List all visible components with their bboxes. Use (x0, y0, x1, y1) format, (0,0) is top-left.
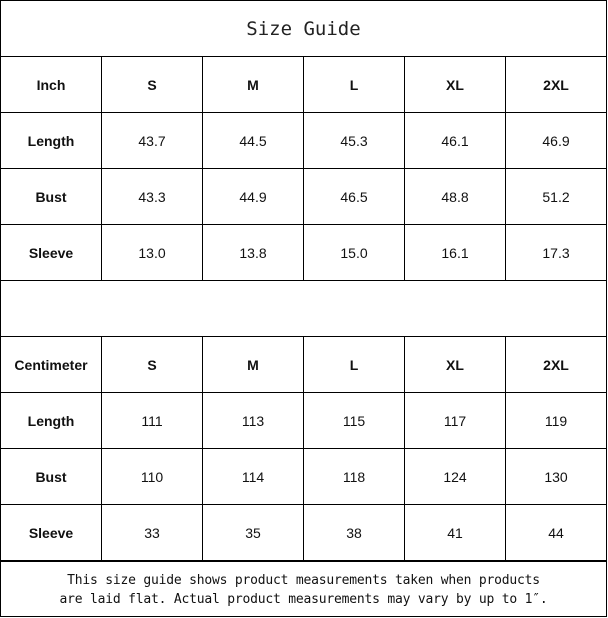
size-header: XL (404, 336, 506, 393)
note-line-1: This size guide shows product measuremen… (67, 573, 540, 588)
measurement-cell: 13.8 (202, 224, 304, 281)
table-row: Bust 43.3 44.9 46.5 48.8 51.2 (1, 168, 606, 225)
size-header: M (202, 56, 304, 113)
measurement-cell: 15.0 (303, 224, 405, 281)
measurement-cell: 117 (404, 392, 506, 449)
row-label: Sleeve (1, 504, 102, 561)
unit-header: Inch (1, 56, 102, 113)
row-label: Length (1, 112, 102, 169)
row-label: Length (1, 392, 102, 449)
note-line-2: are laid flat. Actual product measuremen… (59, 592, 548, 607)
measurement-cell: 33 (101, 504, 203, 561)
page-title: Size Guide (1, 1, 606, 57)
size-header: S (101, 56, 203, 113)
size-header: L (303, 56, 405, 113)
size-note: This size guide shows product measuremen… (1, 561, 606, 618)
measurement-cell: 130 (505, 448, 606, 505)
inch-table: Inch S M L XL 2XL Length 43.7 44.5 45.3 46.1 46.9 Bu… (1, 56, 606, 281)
measurement-cell: 35 (202, 504, 304, 561)
size-header: M (202, 336, 304, 393)
measurement-cell: 114 (202, 448, 304, 505)
measurement-cell: 48.8 (404, 168, 506, 225)
measurement-cell: 118 (303, 448, 405, 505)
size-header: 2XL (505, 336, 606, 393)
measurement-cell: 46.5 (303, 168, 405, 225)
measurement-cell: 41 (404, 504, 506, 561)
measurement-cell: 45.3 (303, 112, 405, 169)
measurement-cell: 43.7 (101, 112, 203, 169)
measurement-cell: 38 (303, 504, 405, 561)
measurement-cell: 115 (303, 392, 405, 449)
size-header: 2XL (505, 56, 606, 113)
measurement-cell: 111 (101, 392, 203, 449)
measurement-cell: 16.1 (404, 224, 506, 281)
measurement-cell: 110 (101, 448, 203, 505)
measurement-cell: 51.2 (505, 168, 606, 225)
table-row: Length 111 113 115 117 119 (1, 392, 606, 449)
size-header: S (101, 336, 203, 393)
size-header: L (303, 336, 405, 393)
measurement-cell: 44.9 (202, 168, 304, 225)
measurement-cell: 46.9 (505, 112, 606, 169)
measurement-cell: 124 (404, 448, 506, 505)
centimeter-table: Centimeter S M L XL 2XL Length 111 113 115 117 119 B… (1, 336, 606, 561)
table-spacer (1, 280, 606, 337)
table-row: Bust 110 114 118 124 130 (1, 448, 606, 505)
table-row: Sleeve 33 35 38 41 44 (1, 504, 606, 561)
measurement-cell: 44.5 (202, 112, 304, 169)
row-label: Bust (1, 448, 102, 505)
header-row: Centimeter S M L XL 2XL (1, 336, 606, 393)
measurement-cell: 17.3 (505, 224, 606, 281)
measurement-cell: 44 (505, 504, 606, 561)
table-row: Length 43.7 44.5 45.3 46.1 46.9 (1, 112, 606, 169)
measurement-cell: 13.0 (101, 224, 203, 281)
measurement-cell: 113 (202, 392, 304, 449)
size-header: XL (404, 56, 506, 113)
measurement-cell: 119 (505, 392, 606, 449)
unit-header: Centimeter (1, 336, 102, 393)
table-row: Sleeve 13.0 13.8 15.0 16.1 17.3 (1, 224, 606, 281)
measurement-cell: 46.1 (404, 112, 506, 169)
row-label: Bust (1, 168, 102, 225)
measurement-cell: 43.3 (101, 168, 203, 225)
header-row: Inch S M L XL 2XL (1, 56, 606, 113)
row-label: Sleeve (1, 224, 102, 281)
